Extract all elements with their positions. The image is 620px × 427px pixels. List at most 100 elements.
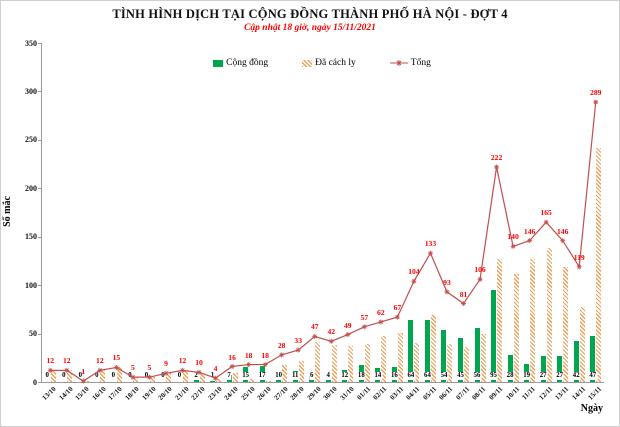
cong-dong-value-label: 19: [522, 372, 532, 380]
cong-dong-value-label: 64: [423, 372, 432, 380]
line-star-marker: [246, 362, 252, 368]
bar-da-cach-ly: [315, 342, 321, 382]
cong-dong-value-label: 1: [209, 372, 216, 380]
line-star-marker: [345, 332, 351, 338]
bar-cong-dong: [210, 381, 216, 382]
x-tick-label: 11/11: [520, 385, 538, 402]
x-tick-label: 03/11: [388, 385, 406, 402]
chart-subtitle: Cập nhật 18 giờ, ngày 15/11/2021: [244, 23, 376, 33]
x-tick-label: 30/10: [321, 385, 339, 402]
legend-item-tong: Tổng: [389, 58, 431, 68]
legend: Cộng đồng Đã cách ly Tổng: [41, 58, 603, 68]
line-star-marker: [510, 243, 516, 249]
x-tick-label: 29/10: [305, 385, 323, 402]
tong-value-label: 12: [62, 356, 71, 366]
line-star-marker: [527, 238, 533, 244]
tong-value-label: 33: [294, 336, 302, 346]
tong-value-label: 81: [459, 289, 468, 299]
x-tick-label: 09/11: [487, 385, 505, 402]
bar-da-cach-ly: [199, 374, 205, 382]
cong-dong-value-label: 0: [110, 372, 117, 380]
line-star-marker: [361, 324, 367, 330]
legend-label: Đã cách ly: [315, 58, 356, 68]
bar-da-cach-ly: [50, 370, 56, 382]
cong-dong-value-label: 56: [472, 372, 482, 380]
y-tick-label: 200: [25, 183, 37, 193]
y-tick-mark: [38, 91, 42, 93]
y-tick-label: 50: [29, 329, 37, 339]
legend-label: Tổng: [410, 58, 431, 68]
x-tick-label: 21/10: [173, 385, 191, 402]
bar-da-cach-ly: [579, 307, 585, 382]
bar-da-cach-ly: [183, 370, 188, 382]
cong-dong-value-label: 42: [571, 372, 581, 380]
cong-dong-value-label: 17: [257, 372, 267, 380]
line-star-marker: [444, 289, 450, 295]
x-tick-label: 01/11: [355, 385, 372, 402]
tong-value-label: 4: [213, 364, 218, 374]
x-tick-label: 24/10: [222, 385, 240, 402]
x-tick-label: 05/11: [421, 385, 439, 402]
x-tick-label: 28/10: [288, 385, 306, 402]
line-star-marker: [461, 301, 466, 307]
bar-da-cach-ly: [513, 273, 519, 382]
cong-dong-value-label: 0: [44, 372, 50, 380]
tong-value-label: 10: [195, 358, 203, 368]
tong-value-label: 12: [96, 356, 104, 366]
cong-dong-value-label: 45: [456, 372, 465, 380]
tong-value-label: 62: [377, 307, 385, 317]
y-tick-label: 0: [33, 377, 37, 387]
x-tick-label: 06/11: [437, 385, 455, 402]
cong-dong-value-label: 0: [94, 372, 100, 380]
x-tick-label: 14/11: [570, 385, 587, 402]
y-axis-title: Số mắc: [1, 196, 13, 227]
tong-value-label: 42: [327, 327, 336, 337]
cong-dong-value-label: 16: [389, 372, 399, 380]
legend-item-da-cach-ly: Đã cách ly: [302, 58, 356, 68]
x-tick-label: 08/11: [471, 385, 488, 402]
bar-da-cach-ly: [596, 147, 602, 382]
tong-value-label: 9: [164, 359, 168, 369]
x-tick-label: 13/11: [553, 385, 571, 402]
line-star-marker: [312, 333, 318, 339]
line-star-marker: [229, 364, 235, 370]
bar-da-cach-ly: [265, 381, 271, 382]
y-tick-label: 350: [25, 38, 37, 48]
bar-da-cach-ly: [149, 377, 155, 382]
cong-dong-value-label: 14: [373, 372, 383, 380]
line-star-marker: [378, 319, 384, 325]
x-tick-label: 22/10: [189, 385, 207, 402]
bar-da-cach-ly: [100, 370, 106, 382]
bar-cong-dong: [491, 290, 497, 382]
tong-value-label: 12: [46, 356, 55, 366]
line-star-marker: [411, 278, 417, 284]
y-tick-label: 300: [25, 86, 37, 96]
tong-value-label: 18: [261, 350, 269, 360]
y-tick-mark: [38, 43, 42, 44]
x-tick-label: 14/10: [57, 385, 75, 402]
cong-dong-value-label: 0: [61, 372, 67, 380]
x-tick-label: 12/11: [537, 385, 554, 402]
bar-cong-dong: [193, 380, 199, 382]
x-tick-label: 15/11: [586, 385, 604, 402]
tong-value-label: 47: [310, 322, 319, 332]
tong-value-label: 146: [556, 226, 569, 236]
tong-value-label: 119: [573, 252, 585, 262]
bar-da-cach-ly: [331, 345, 337, 382]
tong-value-label: 289: [590, 88, 602, 98]
cong-dong-value-label: 0: [160, 372, 166, 380]
tong-value-label: 133: [424, 239, 437, 249]
x-tick-label: 13/10: [40, 385, 58, 402]
x-tick-label: 31/10: [338, 385, 356, 402]
line-star-marker: [279, 352, 285, 358]
cong-dong-value-label: 12: [340, 372, 350, 380]
x-tick-label: 07/11: [454, 385, 472, 402]
tong-value-label: 18: [244, 350, 253, 360]
line-star-marker: [477, 276, 483, 282]
line-star-marker: [394, 314, 400, 320]
tong-value-label: 165: [540, 208, 552, 218]
x-tick-label: 18/10: [123, 385, 141, 402]
tong-value-label: 12: [178, 356, 187, 366]
cong-dong-value-label: 4: [325, 372, 331, 380]
